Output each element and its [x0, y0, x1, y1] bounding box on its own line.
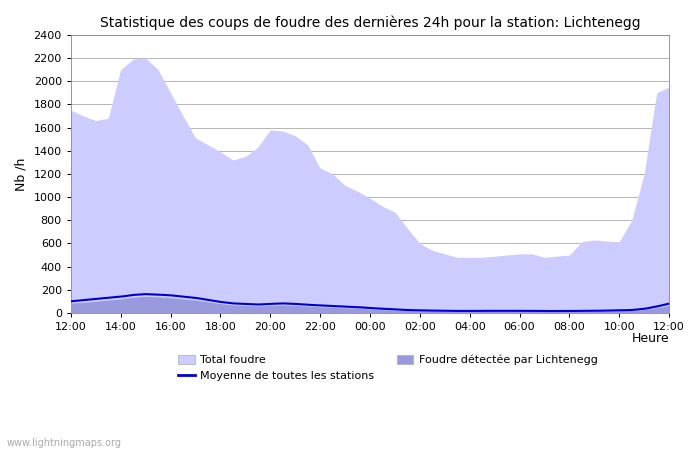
- Title: Statistique des coups de foudre des dernières 24h pour la station: Lichtenegg: Statistique des coups de foudre des dern…: [99, 15, 640, 30]
- Text: www.lightningmaps.org: www.lightningmaps.org: [7, 438, 122, 448]
- Legend: Total foudre, Moyenne de toutes les stations, Foudre détectée par Lichtenegg: Total foudre, Moyenne de toutes les stat…: [178, 355, 598, 381]
- Y-axis label: Nb /h: Nb /h: [15, 157, 28, 190]
- Text: Heure: Heure: [631, 333, 669, 345]
